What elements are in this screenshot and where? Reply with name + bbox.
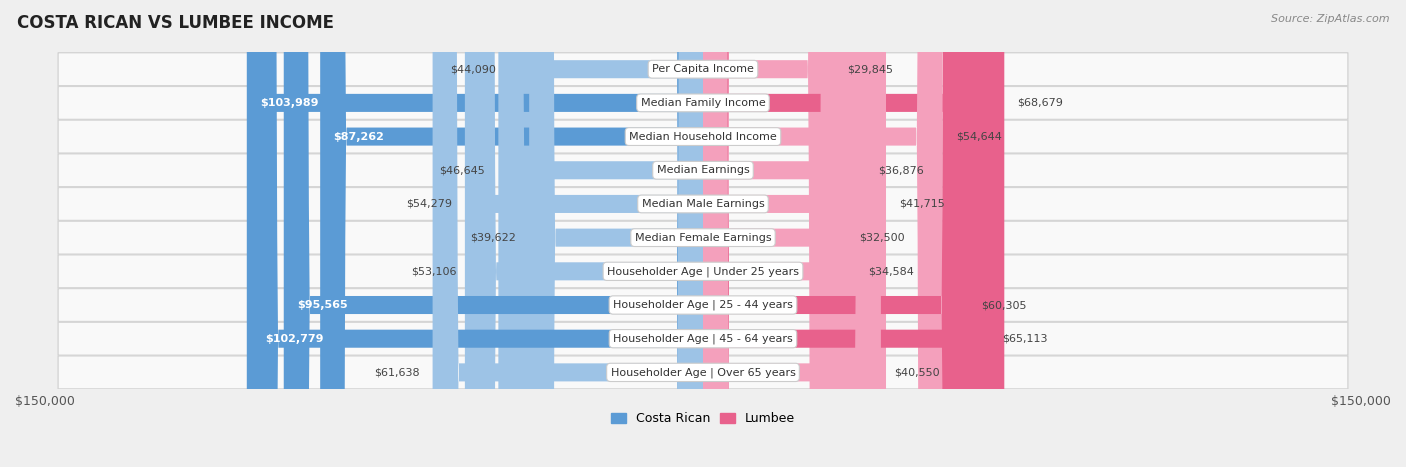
FancyBboxPatch shape — [252, 0, 703, 467]
FancyBboxPatch shape — [58, 154, 1348, 187]
FancyBboxPatch shape — [58, 289, 1348, 321]
Text: $41,715: $41,715 — [900, 199, 945, 209]
Text: $53,106: $53,106 — [412, 266, 457, 276]
Text: Median Household Income: Median Household Income — [628, 132, 778, 142]
FancyBboxPatch shape — [703, 0, 882, 467]
FancyBboxPatch shape — [58, 53, 1348, 86]
Legend: Costa Rican, Lumbee: Costa Rican, Lumbee — [606, 407, 800, 430]
FancyBboxPatch shape — [703, 0, 886, 467]
FancyBboxPatch shape — [58, 187, 1348, 220]
Text: $44,090: $44,090 — [450, 64, 496, 74]
Text: Householder Age | Over 65 years: Householder Age | Over 65 years — [610, 367, 796, 378]
Text: $46,645: $46,645 — [440, 165, 485, 175]
Text: $29,845: $29,845 — [846, 64, 893, 74]
Text: $60,305: $60,305 — [981, 300, 1026, 310]
FancyBboxPatch shape — [58, 356, 1348, 389]
Text: Median Earnings: Median Earnings — [657, 165, 749, 175]
FancyBboxPatch shape — [703, 0, 943, 467]
FancyBboxPatch shape — [433, 0, 703, 467]
Text: $40,550: $40,550 — [894, 368, 939, 377]
FancyBboxPatch shape — [465, 0, 703, 467]
FancyBboxPatch shape — [470, 0, 703, 467]
FancyBboxPatch shape — [58, 322, 1348, 355]
Text: Median Family Income: Median Family Income — [641, 98, 765, 108]
FancyBboxPatch shape — [509, 0, 703, 467]
Text: Householder Age | Under 25 years: Householder Age | Under 25 years — [607, 266, 799, 276]
Text: Householder Age | 45 - 64 years: Householder Age | 45 - 64 years — [613, 333, 793, 344]
Text: $54,644: $54,644 — [956, 132, 1001, 142]
FancyBboxPatch shape — [703, 0, 834, 467]
FancyBboxPatch shape — [58, 255, 1348, 288]
FancyBboxPatch shape — [58, 86, 1348, 120]
FancyBboxPatch shape — [703, 0, 855, 467]
Text: $103,989: $103,989 — [260, 98, 318, 108]
FancyBboxPatch shape — [529, 0, 703, 467]
Text: Median Male Earnings: Median Male Earnings — [641, 199, 765, 209]
Text: $95,565: $95,565 — [297, 300, 347, 310]
Text: $87,262: $87,262 — [333, 132, 384, 142]
FancyBboxPatch shape — [247, 0, 703, 467]
FancyBboxPatch shape — [703, 0, 988, 467]
Text: $54,279: $54,279 — [406, 199, 451, 209]
FancyBboxPatch shape — [58, 120, 1348, 153]
Text: $61,638: $61,638 — [374, 368, 419, 377]
Text: $36,876: $36,876 — [877, 165, 924, 175]
FancyBboxPatch shape — [498, 0, 703, 467]
Text: Householder Age | 25 - 44 years: Householder Age | 25 - 44 years — [613, 300, 793, 310]
Text: $102,779: $102,779 — [266, 334, 323, 344]
FancyBboxPatch shape — [58, 221, 1348, 254]
Text: $34,584: $34,584 — [868, 266, 914, 276]
Text: Median Female Earnings: Median Female Earnings — [634, 233, 772, 243]
FancyBboxPatch shape — [284, 0, 703, 467]
Text: $32,500: $32,500 — [859, 233, 904, 243]
Text: Per Capita Income: Per Capita Income — [652, 64, 754, 74]
Text: $68,679: $68,679 — [1018, 98, 1063, 108]
FancyBboxPatch shape — [703, 0, 967, 467]
FancyBboxPatch shape — [703, 0, 1004, 467]
Text: COSTA RICAN VS LUMBEE INCOME: COSTA RICAN VS LUMBEE INCOME — [17, 14, 333, 32]
FancyBboxPatch shape — [703, 0, 845, 467]
FancyBboxPatch shape — [703, 0, 865, 467]
Text: Source: ZipAtlas.com: Source: ZipAtlas.com — [1271, 14, 1389, 24]
Text: $65,113: $65,113 — [1002, 334, 1047, 344]
Text: $39,622: $39,622 — [470, 233, 516, 243]
FancyBboxPatch shape — [321, 0, 703, 467]
